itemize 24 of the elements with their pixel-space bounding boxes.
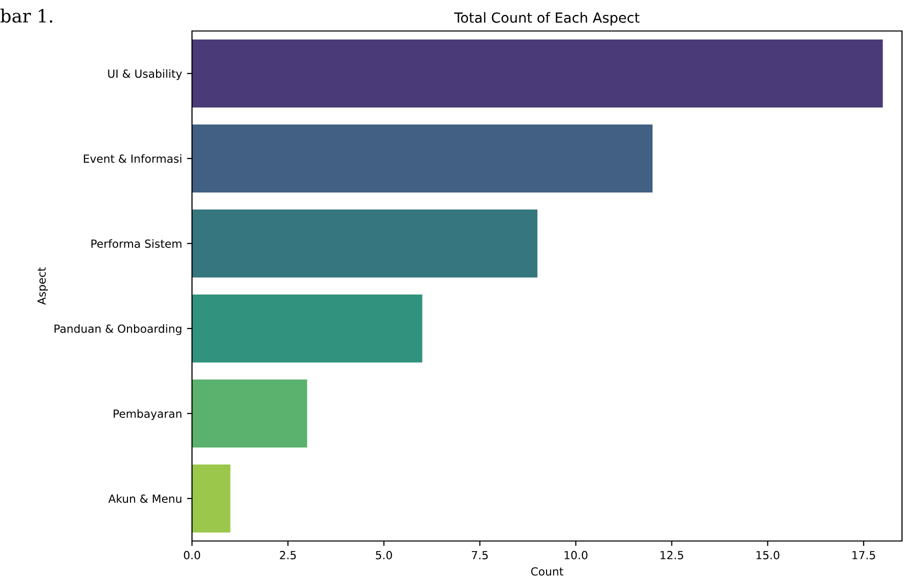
y-tick-label: Akun & Menu — [108, 494, 182, 503]
x-tick-label: 15.0 — [756, 550, 780, 560]
x-axis-title: Count — [531, 567, 564, 576]
x-tick-label: 17.5 — [852, 551, 876, 560]
y-axis-title: Aspect — [38, 267, 48, 305]
text: bar 1. — [0, 8, 52, 23]
x-tick-label: 0.0 — [184, 550, 200, 560]
x-tick-label: 7.5 — [472, 551, 488, 560]
bar — [192, 380, 308, 448]
x-tick-label: 12.5 — [660, 550, 684, 560]
x-tick-label: 10.0 — [564, 550, 588, 560]
y-tick-label: UI & Usability — [108, 69, 182, 80]
y-tick-label: Event & Informasi — [84, 154, 182, 163]
chart-title: Total Count of Each Aspect — [454, 12, 640, 26]
y-tick-label: Pembayaran — [114, 409, 182, 420]
bar — [192, 464, 230, 532]
bar — [192, 124, 653, 192]
y-tick-label: Panduan & Onboarding — [54, 324, 182, 336]
x-tick-label: 2.5 — [280, 550, 296, 560]
bar — [192, 210, 538, 278]
x-tick-label: 5.0 — [376, 550, 392, 560]
bar — [192, 294, 422, 362]
y-tick-label: Performa Sistem — [91, 239, 182, 248]
bar — [192, 40, 883, 108]
